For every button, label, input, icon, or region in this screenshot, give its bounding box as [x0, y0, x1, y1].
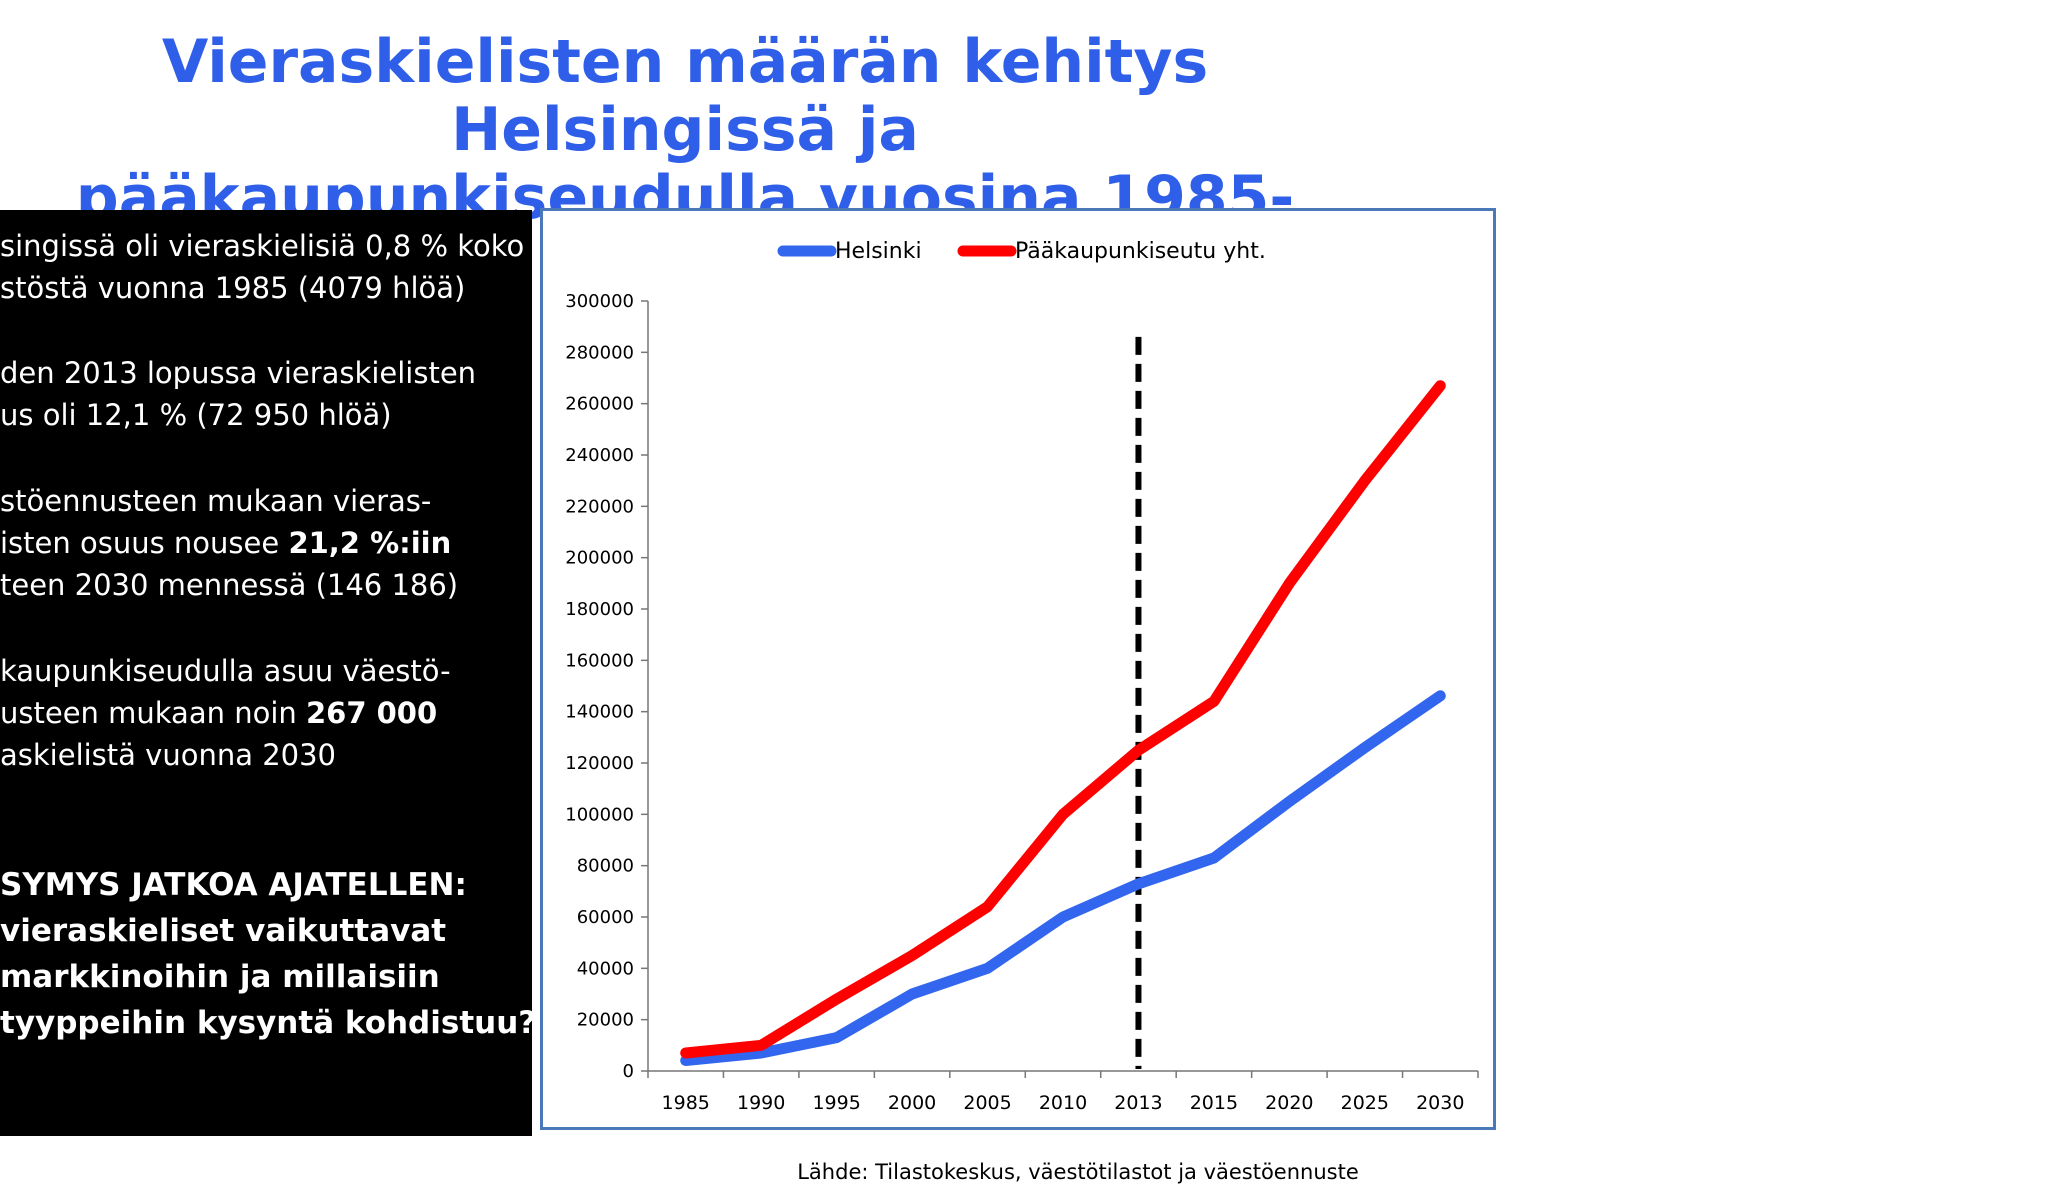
source-note: Lähde: Tilastokeskus, väestötilastot ja …	[797, 1160, 1359, 1184]
bullet-1-line-2: stöstä vuonna 1985 (4079 hlöä)	[0, 271, 466, 305]
y-tick-label: 60000	[577, 907, 634, 928]
question-line-2: vieraskieliset vaikuttavat	[0, 913, 447, 949]
x-tick-label: 2015	[1190, 1092, 1238, 1114]
x-tick-label: 2025	[1341, 1092, 1389, 1114]
x-tick-label: 1990	[737, 1092, 785, 1114]
bullet-2-line-1: den 2013 lopussa vieraskielisten	[0, 356, 477, 390]
y-tick-label: 120000	[565, 753, 634, 774]
question-block: SYMYS JATKOA AJATELLEN: vieraskieliset v…	[0, 862, 532, 1046]
question-line-4: tyyppeihin kysyntä kohdistuu?	[0, 1005, 532, 1041]
info-bullet-4: kaupunkiseudulla asuu väestö- usteen muk…	[0, 650, 532, 776]
bullet-1-line-1: singissä oli vieraskielisiä 0,8 % koko	[0, 229, 525, 263]
info-bullet-1: singissä oli vieraskielisiä 0,8 % koko s…	[0, 225, 532, 309]
info-panel: singissä oli vieraskielisiä 0,8 % koko s…	[0, 210, 532, 1136]
bullet-4-line-2-text: usteen mukaan noin	[0, 696, 306, 730]
line-chart: Helsinki Pääkaupunkiseutu yht. 0 20000 4000…	[565, 239, 1479, 1114]
x-axis-labels: 1985 1990 1995 2000 2005 2010 2013 2015 2020 2025…	[662, 1092, 1465, 1114]
y-tick-label: 200000	[565, 548, 634, 569]
title-line-1: Vieraskielisten määrän kehitys Helsingis…	[161, 27, 1209, 165]
x-tick-label: 2005	[963, 1092, 1011, 1114]
y-tick-label: 280000	[565, 342, 634, 363]
series-line-helsinki	[680, 690, 1446, 1066]
x-tick-label: 1985	[662, 1092, 710, 1114]
bullet-3-highlight: 21,2 %:iin	[288, 526, 452, 560]
series-line-paakaupunkiseutu	[680, 380, 1446, 1059]
chart-legend: Helsinki Pääkaupunkiseutu yht.	[777, 239, 1266, 264]
bullet-3-line-2: isten osuus nousee 21,2 %:iin	[0, 522, 532, 564]
chart-frame: Helsinki Pääkaupunkiseutu yht. 0 20000 4000…	[540, 208, 1496, 1130]
y-tick-label: 180000	[565, 599, 634, 620]
bullet-2-line-2: us oli 12,1 % (72 950 hlöä)	[0, 398, 392, 432]
y-tick-label: 100000	[565, 804, 634, 825]
x-tick-label: 2013	[1114, 1092, 1162, 1114]
y-tick-label: 20000	[577, 1010, 634, 1031]
chart-series	[680, 336, 1446, 1069]
info-bullet-2: den 2013 lopussa vieraskielisten us oli …	[0, 352, 532, 436]
y-tick-label: 160000	[565, 650, 634, 671]
y-tick-label: 80000	[577, 856, 634, 877]
bullet-3-line-1: stöennusteen mukaan vieras-	[0, 484, 432, 518]
y-axis-ticks: 0 20000 40000 60000 80000 100000 120000 140000 1…	[565, 291, 648, 1082]
y-tick-label: 300000	[565, 291, 634, 312]
question-line-3: markkinoihin ja millaisiin	[0, 959, 440, 995]
y-tick-label: 260000	[565, 394, 634, 415]
bullet-4-line-3: askielistä vuonna 2030	[0, 738, 336, 772]
x-tick-label: 2030	[1416, 1092, 1464, 1114]
y-tick-label: 0	[623, 1061, 634, 1082]
y-tick-label: 40000	[577, 958, 634, 979]
info-bullet-3: stöennusteen mukaan vieras- isten osuus …	[0, 480, 532, 606]
bullet-3-line-2-text: isten osuus nousee	[0, 526, 289, 560]
x-tick-label: 2000	[888, 1092, 936, 1114]
y-tick-label: 240000	[565, 445, 634, 466]
x-tick-label: 2020	[1265, 1092, 1313, 1114]
legend-label: Pääkaupunkiseutu yht.	[1015, 239, 1266, 264]
question-line-1: SYMYS JATKOA AJATELLEN:	[0, 867, 467, 903]
bullet-4-line-1: kaupunkiseudulla asuu väestö-	[0, 654, 451, 688]
y-tick-label: 220000	[565, 496, 634, 517]
bullet-4-line-2: usteen mukaan noin 267 000	[0, 692, 532, 734]
chart-axes	[647, 301, 1479, 1078]
legend-label: Helsinki	[835, 239, 922, 264]
y-tick-label: 140000	[565, 702, 634, 723]
x-tick-label: 2010	[1039, 1092, 1087, 1114]
bullet-4-highlight: 267 000	[305, 696, 438, 730]
x-tick-label: 1995	[812, 1092, 860, 1114]
bullet-3-line-3: teen 2030 mennessä (146 186)	[0, 568, 459, 602]
